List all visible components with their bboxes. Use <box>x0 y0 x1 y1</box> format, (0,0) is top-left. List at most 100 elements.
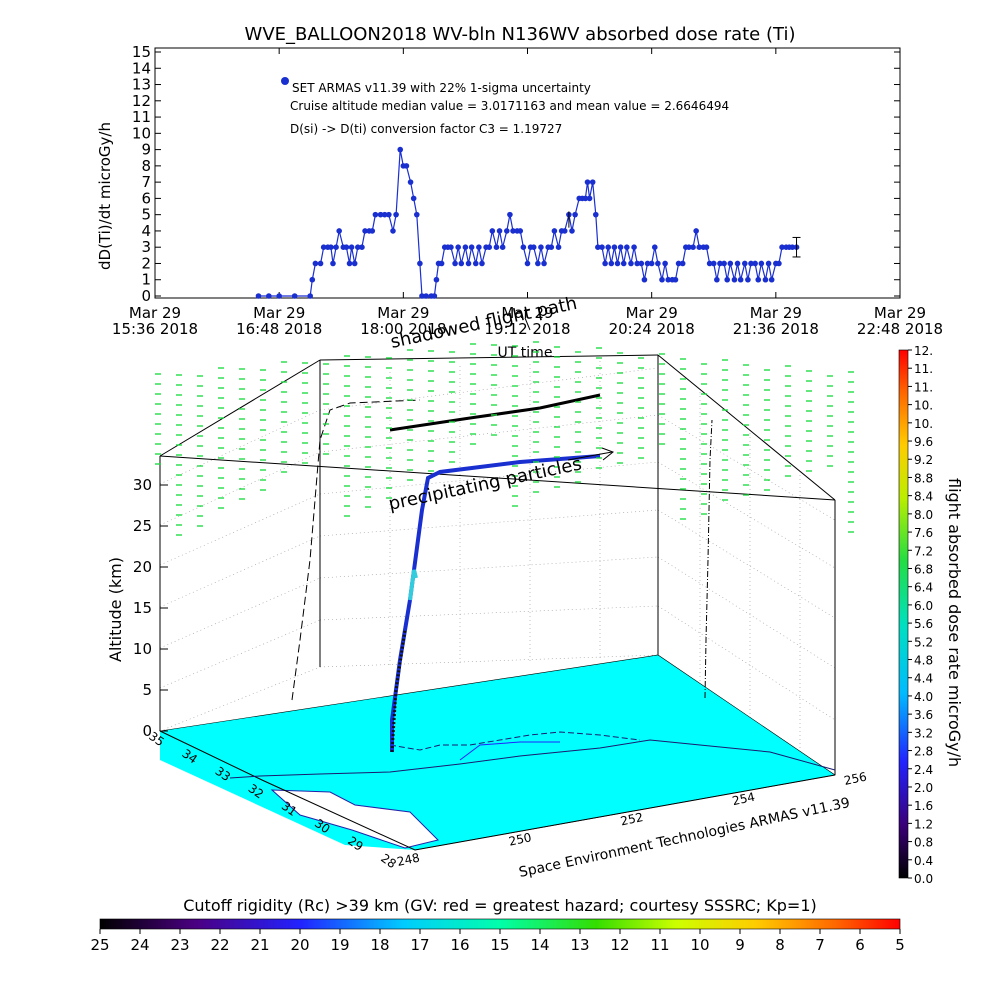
data-point <box>551 228 558 234</box>
data-point <box>510 228 516 234</box>
data-point <box>330 260 336 267</box>
dose-colorbar-tick-label: 7.6 <box>914 526 933 540</box>
longitude-tick-label: 250 <box>507 830 532 848</box>
chart-title: WVE_BALLOON2018 WV-bln N136WV absorbed d… <box>245 24 796 45</box>
data-point <box>731 276 738 283</box>
data-point <box>734 260 741 267</box>
data-point <box>472 260 479 267</box>
latitude-tick-label: 28 <box>378 851 399 871</box>
data-point <box>276 293 282 299</box>
data-point <box>641 276 648 283</box>
longitude-ticks: 248 250 252 254 256 <box>396 769 868 868</box>
back-wall-grid <box>159 358 836 776</box>
dose-colorbar-tick-label: 0.8 <box>914 836 933 850</box>
dose-colorbar-tick-label: 8.8 <box>914 471 933 485</box>
y-tick-label: 7 <box>141 173 151 191</box>
data-point <box>737 276 744 283</box>
data-point <box>599 244 605 250</box>
altitude-tick-label: 25 <box>133 517 152 535</box>
rigidity-colorbar-tick-label: 21 <box>250 936 269 954</box>
dose-colorbar-label: flight absorbed dose rate microGy/h <box>945 478 964 767</box>
data-point <box>752 260 758 267</box>
dose-colorbar-tick-label: 2.0 <box>914 781 933 795</box>
rigidity-colorbar-tick-label: 10 <box>690 936 709 954</box>
data-point <box>486 244 493 250</box>
data-point <box>589 179 596 185</box>
data-point <box>496 228 503 234</box>
dose-colorbar-tick-label: 8.4 <box>914 490 933 504</box>
rigidity-colorbar-tick-label: 5 <box>895 936 905 954</box>
data-point <box>696 244 703 250</box>
ground-track <box>229 731 836 779</box>
y-tick-label: 14 <box>132 59 151 77</box>
x-tick-label-date: Mar 29 <box>129 304 181 322</box>
data-point <box>397 146 404 153</box>
data-point <box>690 244 696 250</box>
data-point <box>592 211 599 218</box>
rigidity-colorbar-tick-label: 20 <box>290 936 309 954</box>
rigidity-colorbar-tick-label: 25 <box>90 936 109 954</box>
data-point <box>431 293 438 299</box>
shadow-path-top <box>389 393 601 432</box>
data-point <box>602 260 608 267</box>
data-point <box>328 244 334 250</box>
data-point <box>413 211 420 218</box>
data-point <box>631 244 637 250</box>
altitude-tick-label: 5 <box>142 681 152 699</box>
data-point <box>386 211 392 218</box>
data-point <box>548 244 555 250</box>
data-point <box>611 244 618 250</box>
data-point <box>768 276 775 283</box>
rigidity-colorbar-tick-label: 12 <box>610 936 629 954</box>
data-point <box>410 195 417 202</box>
data-point <box>372 211 379 218</box>
y-tick-label: 5 <box>141 206 151 224</box>
series-line <box>258 149 797 297</box>
data-point <box>706 260 713 267</box>
data-point <box>369 228 376 234</box>
dose-colorbar-tick-label: 9.6 <box>914 435 933 449</box>
data-point <box>465 260 472 267</box>
y-tick-label: 10 <box>132 124 151 142</box>
data-point <box>638 260 645 267</box>
x-tick-label-time: 20:24 2018 <box>609 320 695 338</box>
x-tick-label-time: 22:48 2018 <box>857 320 943 338</box>
data-point <box>595 244 601 250</box>
altitude-tick-label: 10 <box>133 640 152 658</box>
data-point <box>655 260 661 267</box>
data-point <box>662 260 668 267</box>
dose-colorbar-tick-label: 1.6 <box>914 799 933 813</box>
data-point <box>377 211 384 218</box>
data-point <box>620 260 627 267</box>
data-point <box>617 244 624 250</box>
rigidity-colorbar-scale <box>99 918 901 930</box>
legend-symbol <box>281 77 289 85</box>
data-point <box>390 228 396 234</box>
data-point <box>762 276 769 283</box>
data-point <box>524 260 531 267</box>
data-point <box>686 244 692 250</box>
data-point <box>538 244 544 250</box>
data-point <box>765 260 772 267</box>
y-tick-label: 3 <box>141 238 151 256</box>
rigidity-colorbar-tick-label: 15 <box>490 936 509 954</box>
data-point <box>438 260 445 267</box>
data-point <box>348 244 355 250</box>
rigidity-colorbar-tick-label: 24 <box>130 936 149 954</box>
rigidity-colorbar-tick-label: 17 <box>410 936 429 954</box>
dose-colorbar-tick-label: 1.2 <box>914 817 933 831</box>
flight-3d-panel: shadowed flight path precipitating parti… <box>106 293 868 881</box>
dose-colorbar-ticks: 0.0 0.4 0.8 1.2 1.6 2.0 2.4 2.8 3.2 3.6 4.0 4.4 4.8 5… <box>908 344 933 886</box>
data-point <box>393 211 399 218</box>
data-point <box>355 244 361 250</box>
data-point <box>266 293 272 299</box>
data-point <box>789 244 796 250</box>
rigidity-colorbar-tick-label: 23 <box>170 936 189 954</box>
data-point <box>608 260 615 267</box>
dose-colorbar-tick-label: 5.6 <box>914 617 933 631</box>
altitude-ticks: 0 5 10 15 20 25 30 <box>133 476 168 740</box>
dose-colorbar-tick-label: 2.8 <box>914 745 933 759</box>
rigidity-colorbar-tick-label: 19 <box>330 936 349 954</box>
data-point <box>407 179 414 185</box>
